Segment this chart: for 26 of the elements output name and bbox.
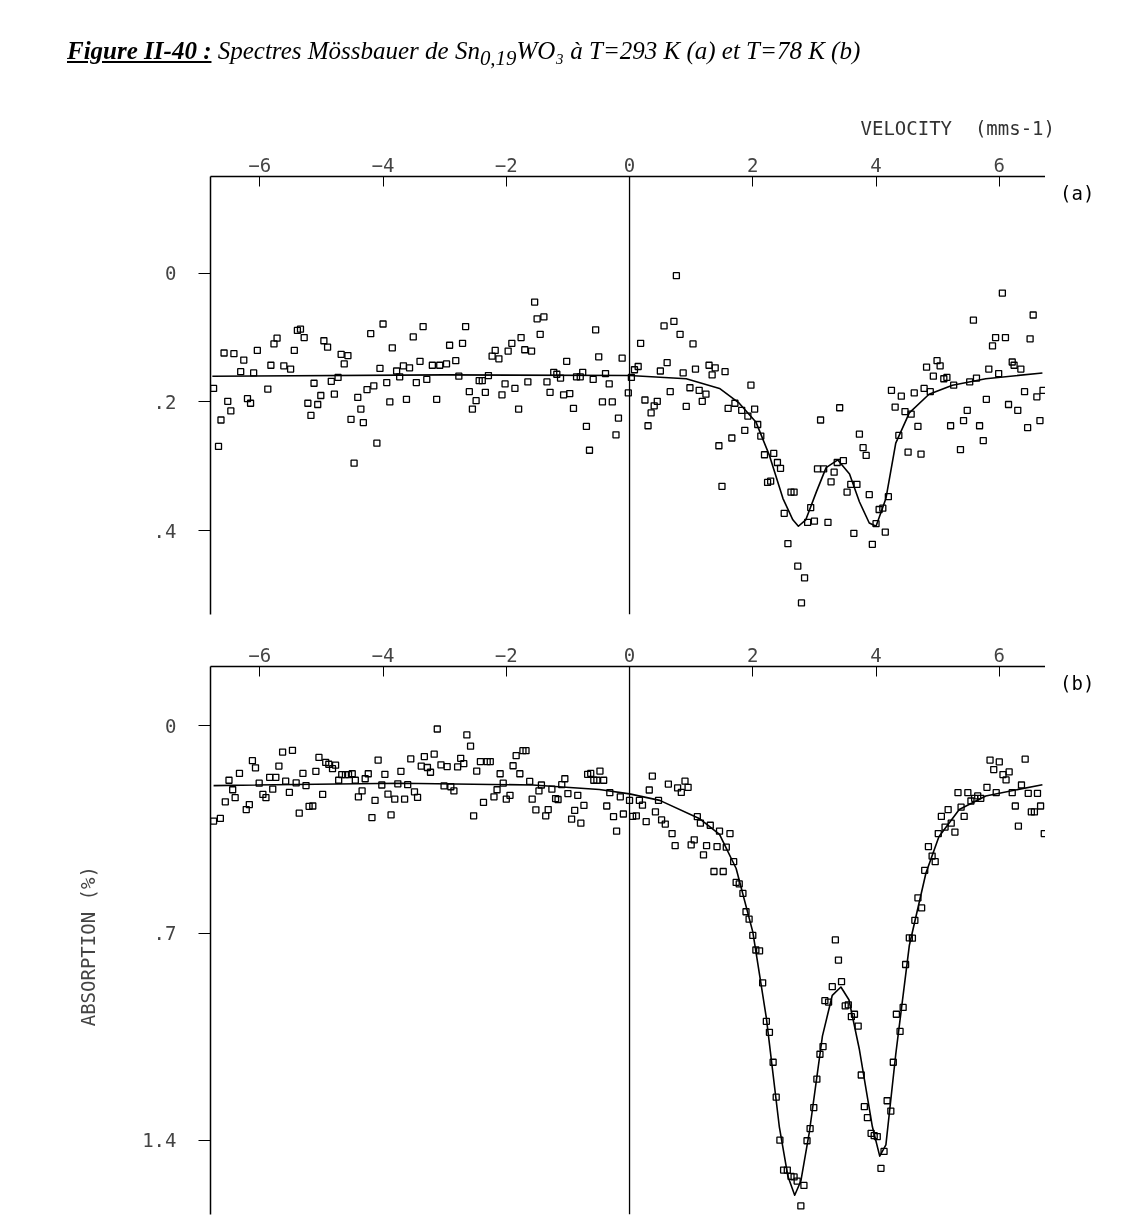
y-tick-label: 0 (165, 262, 177, 285)
text: (a) (1059, 181, 1095, 206)
x-tick-label: 0 (623, 153, 636, 176)
y-tick-label: .7 (153, 922, 177, 945)
chart-title: Figure II-40 : (67, 37, 212, 64)
x-tick-label: 2 (747, 643, 759, 666)
x-axis-title: VELOCITY (mms-1) (859, 116, 1055, 141)
x-tick-label: −2 (494, 153, 518, 176)
y-tick-label: 1.4 (142, 1129, 177, 1152)
x-tick-label: −4 (371, 643, 395, 666)
text: (b) (1059, 671, 1095, 696)
y-tick-label: .2 (153, 390, 177, 413)
y-tick-label: .4 (153, 519, 177, 542)
x-tick-label: −6 (248, 643, 272, 666)
x-tick-label: −2 (494, 643, 518, 666)
x-tick-label: 4 (870, 153, 882, 176)
chart-subtitle: Spectres Mössbauer de Sn$_{0,19}$WO₃ à T=293 K (a) et T=78 K (b) (217, 37, 861, 70)
x-tick-label: −4 (371, 153, 395, 176)
x-tick-label: 6 (993, 153, 1006, 176)
x-tick-label: −6 (248, 153, 272, 176)
x-tick-label: 0 (623, 643, 636, 666)
y-tick-label: 0 (165, 714, 177, 737)
x-tick-label: 6 (993, 643, 1006, 666)
x-tick-label: 4 (870, 643, 882, 666)
y-axis-title: ABSORPTION (%) (77, 866, 100, 1027)
x-tick-label: 2 (747, 153, 759, 176)
